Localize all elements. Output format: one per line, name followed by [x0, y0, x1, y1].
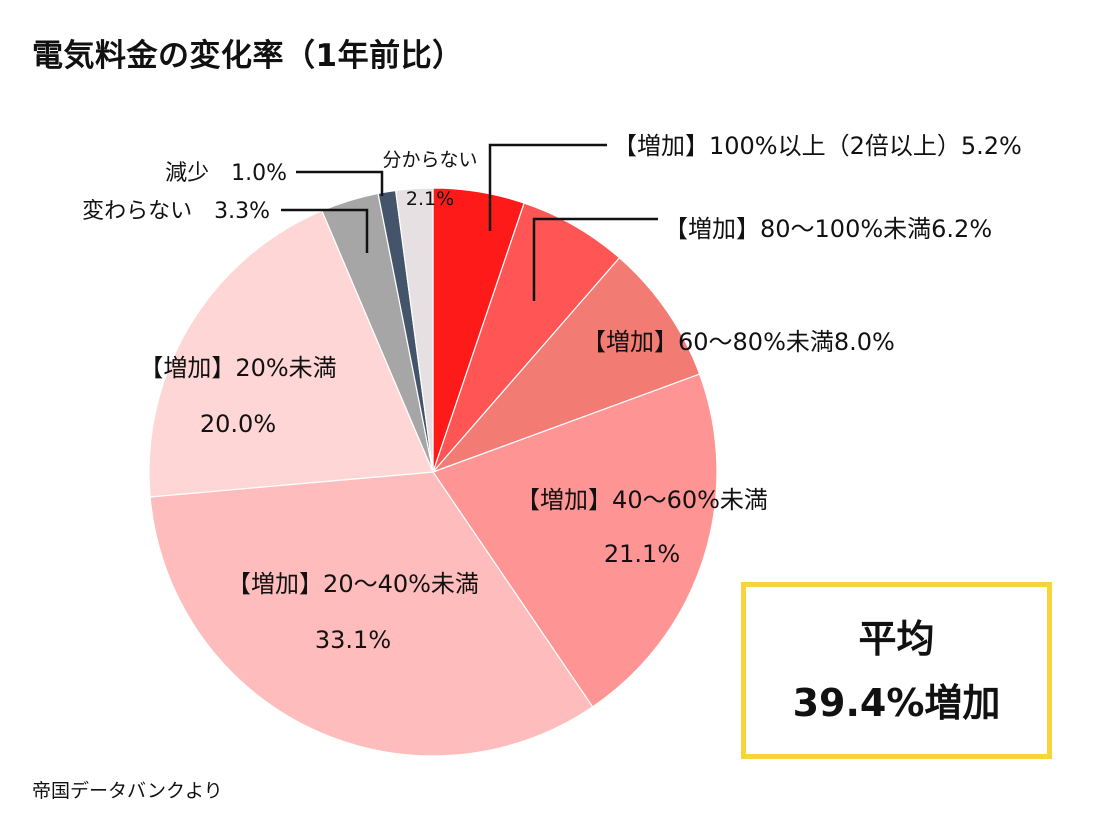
chart-title: 電気料金の変化率（1年前比）	[32, 38, 464, 74]
pie-slice-4	[149, 471, 594, 757]
slice-labels: 【増加】100%以上（2倍以上）5.2% 【増加】80～100%未満6.2% 【増加…	[82, 132, 1022, 654]
slice-label-7-line-0: 減少 1.0%	[165, 161, 287, 186]
slice-label-5-line-0: 【増加】20%未満	[139, 354, 336, 382]
slice-label-0-line-0: 【増加】100%以上（2倍以上）5.2%	[613, 132, 1022, 160]
leader-line-7	[296, 170, 384, 196]
leader-line-1	[532, 217, 658, 301]
pie-slice-2	[432, 256, 701, 473]
slice-label-4-line-1: 33.1%	[315, 626, 391, 654]
leader-line-6	[281, 208, 369, 253]
slice-label-8-line-1: 2.1%	[406, 188, 454, 210]
pie-slice-5	[148, 209, 434, 498]
slice-label-3-line-1: 21.1%	[604, 540, 680, 568]
slice-label-5-line-1: 20.0%	[200, 410, 276, 438]
slice-label-4-line-0: 【増加】20～40%未満	[227, 570, 479, 598]
slice-label-1-line-0: 【増加】80～100%未満6.2%	[664, 215, 992, 243]
pie-slice-8	[394, 187, 434, 473]
slice-label-3-line-0: 【増加】40～60%未満	[516, 486, 768, 514]
slice-label-8-line-0: 分からない	[382, 149, 477, 171]
average-label: 平均	[858, 616, 935, 661]
slice-label-6-line-0: 変わらない 3.3%	[82, 199, 270, 224]
average-box: 平均 39.4%増加	[741, 582, 1052, 759]
leader-lines	[281, 143, 658, 301]
average-value: 39.4%増加	[792, 680, 1001, 725]
pie-slice-3	[432, 373, 718, 708]
slice-label-2-line-0: 【増加】60～80%未満8.0%	[582, 328, 895, 356]
source-note: 帝国データバンクより	[32, 780, 223, 802]
leader-line-0	[488, 143, 607, 231]
pie-slices	[148, 187, 718, 757]
